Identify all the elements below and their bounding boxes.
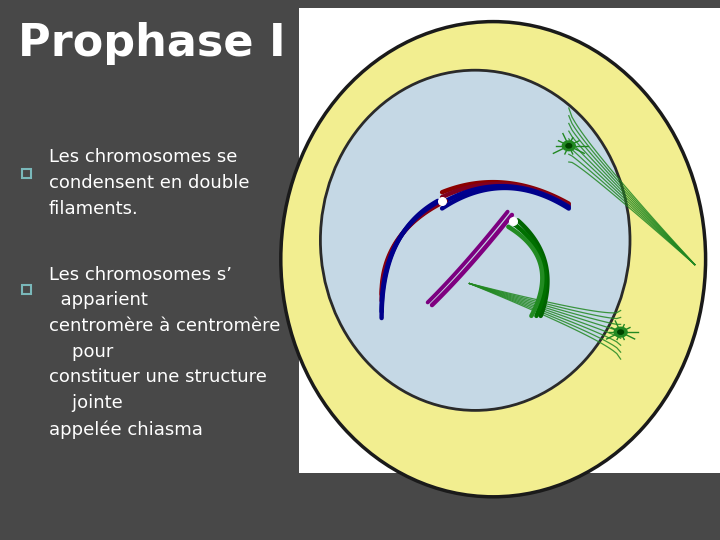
Ellipse shape — [281, 22, 706, 497]
Text: Les chromosomes s’
  apparient
centromère à centromère
    pour
constituer une s: Les chromosomes s’ apparient centromère … — [49, 266, 280, 438]
Circle shape — [614, 327, 627, 337]
Ellipse shape — [320, 70, 630, 410]
Circle shape — [566, 144, 572, 148]
Bar — [299, 8, 720, 472]
Bar — [22, 285, 31, 294]
Text: Prophase I: Prophase I — [18, 22, 286, 65]
Bar — [22, 169, 31, 178]
Text: Les chromosomes se
condensent en double
filaments.: Les chromosomes se condensent en double … — [49, 148, 249, 218]
Circle shape — [618, 330, 624, 334]
Circle shape — [562, 141, 575, 151]
